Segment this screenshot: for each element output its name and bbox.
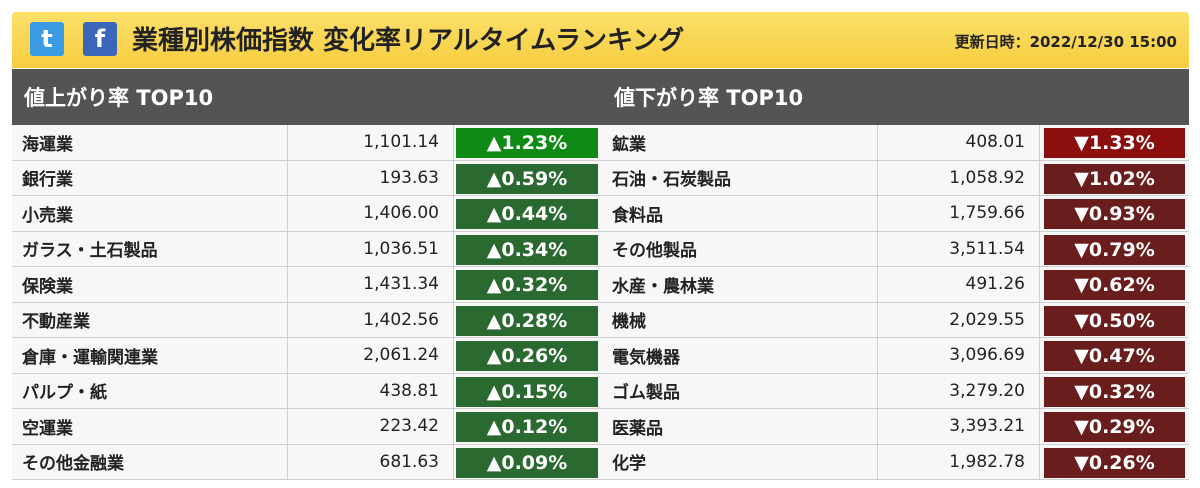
change-badge: ▲0.28% xyxy=(456,305,598,336)
sector-name[interactable]: 海運業 xyxy=(12,125,288,160)
losers-row: ゴム製品 3,279.20 ▼0.32% xyxy=(602,373,1189,409)
index-value: 3,393.21 xyxy=(878,409,1040,444)
losers-title: 値下がり率 TOP10 xyxy=(602,69,1189,125)
index-value: 1,431.34 xyxy=(288,267,454,302)
sector-name[interactable]: 銀行業 xyxy=(12,160,288,195)
gainers-row: 海運業 1,101.14 ▲1.23% xyxy=(12,125,602,161)
gainers-row: 小売業 1,406.00 ▲0.44% xyxy=(12,196,602,232)
losers-panel: 値下がり率 TOP10 鉱業 408.01 ▼1.33% 石油・石炭製品 1,058.9… xyxy=(602,69,1189,480)
change-badge: ▼0.93% xyxy=(1044,199,1185,229)
index-value: 2,029.55 xyxy=(878,302,1040,337)
gainers-panel: 値上がり率 TOP10 海運業 1,101.14 ▲1.23% 銀行業 193.63 ▲0… xyxy=(12,69,602,480)
losers-row: 電気機器 3,096.69 ▼0.47% xyxy=(602,338,1189,374)
index-value: 1,402.56 xyxy=(288,302,454,337)
page-title: 業種別株価指数 変化率リアルタイムランキング xyxy=(132,26,685,56)
change-badge: ▼0.50% xyxy=(1044,305,1185,336)
sector-name[interactable]: 水産・農林業 xyxy=(602,267,878,302)
sector-name[interactable]: その他製品 xyxy=(602,231,878,266)
sector-name[interactable]: 不動産業 xyxy=(12,302,288,337)
change-badge: ▼0.47% xyxy=(1044,341,1185,371)
index-value: 1,406.00 xyxy=(288,196,454,231)
sector-name[interactable]: 石油・石炭製品 xyxy=(602,160,878,195)
gainers-row: 保険業 1,431.34 ▲0.32% xyxy=(12,267,602,303)
change-badge: ▲0.34% xyxy=(456,234,598,265)
sector-name[interactable]: 保険業 xyxy=(12,267,288,302)
index-value: 3,096.69 xyxy=(878,338,1040,373)
gainers-row: 空運業 223.42 ▲0.12% xyxy=(12,409,602,445)
change-badge: ▲0.12% xyxy=(456,412,598,442)
index-value: 491.26 xyxy=(878,267,1040,302)
losers-row: 食料品 1,759.66 ▼0.93% xyxy=(602,196,1189,232)
gainers-row: パルプ・紙 438.81 ▲0.15% xyxy=(12,373,602,409)
change-badge: ▼0.62% xyxy=(1044,270,1185,300)
sector-name[interactable]: ゴム製品 xyxy=(602,373,878,408)
change-badge: ▲0.32% xyxy=(456,270,598,300)
ranking-widget: t f 業種別株価指数 変化率リアルタイムランキング 更新日時：2022/12/… xyxy=(12,12,1189,480)
sector-name[interactable]: 化学 xyxy=(602,444,878,479)
index-value: 2,061.24 xyxy=(288,338,454,373)
sector-name[interactable]: 医薬品 xyxy=(602,409,878,444)
index-value: 1,759.66 xyxy=(878,196,1040,231)
losers-row: 鉱業 408.01 ▼1.33% xyxy=(602,125,1189,161)
change-badge: ▼1.33% xyxy=(1044,128,1185,158)
change-badge: ▲0.26% xyxy=(456,341,598,371)
change-badge: ▼1.02% xyxy=(1044,163,1185,194)
sector-name[interactable]: 電気機器 xyxy=(602,338,878,373)
sector-name[interactable]: 食料品 xyxy=(602,196,878,231)
index-value: 3,511.54 xyxy=(878,231,1040,266)
losers-list: 鉱業 408.01 ▼1.33% 石油・石炭製品 1,058.92 ▼1.02% 食料品 1,… xyxy=(602,125,1189,480)
losers-row: 医薬品 3,393.21 ▼0.29% xyxy=(602,409,1189,445)
change-badge: ▲0.09% xyxy=(456,447,598,478)
change-badge: ▼0.26% xyxy=(1044,447,1185,478)
index-value: 193.63 xyxy=(288,160,454,195)
gainers-row: 銀行業 193.63 ▲0.59% xyxy=(12,160,602,196)
sector-name[interactable]: ガラス・土石製品 xyxy=(12,231,288,266)
sector-name[interactable]: 倉庫・運輸関連業 xyxy=(12,338,288,373)
index-value: 223.42 xyxy=(288,409,454,444)
change-badge: ▲0.59% xyxy=(456,163,598,194)
index-value: 1,101.14 xyxy=(288,125,454,160)
index-value: 3,279.20 xyxy=(878,373,1040,408)
gainers-row: ガラス・土石製品 1,036.51 ▲0.34% xyxy=(12,231,602,267)
index-value: 681.63 xyxy=(288,444,454,479)
sector-name[interactable]: その他金融業 xyxy=(12,444,288,479)
index-value: 408.01 xyxy=(878,125,1040,160)
change-badge: ▼0.79% xyxy=(1044,234,1185,265)
sector-name[interactable]: 小売業 xyxy=(12,196,288,231)
index-value: 438.81 xyxy=(288,373,454,408)
change-badge: ▲1.23% xyxy=(456,128,598,158)
change-badge: ▼0.29% xyxy=(1044,412,1185,442)
index-value: 1,058.92 xyxy=(878,160,1040,195)
losers-row: 機械 2,029.55 ▼0.50% xyxy=(602,302,1189,338)
index-value: 1,982.78 xyxy=(878,444,1040,479)
gainers-row: 倉庫・運輸関連業 2,061.24 ▲0.26% xyxy=(12,338,602,374)
header-bar: t f 業種別株価指数 変化率リアルタイムランキング 更新日時：2022/12/… xyxy=(12,12,1189,68)
losers-row: 石油・石炭製品 1,058.92 ▼1.02% xyxy=(602,160,1189,196)
twitter-icon[interactable]: t xyxy=(30,22,64,56)
gainers-list: 海運業 1,101.14 ▲1.23% 銀行業 193.63 ▲0.59% 小売業 1,406… xyxy=(12,125,602,480)
gainers-row: その他金融業 681.63 ▲0.09% xyxy=(12,444,602,480)
gainers-row: 不動産業 1,402.56 ▲0.28% xyxy=(12,302,602,338)
gainers-title: 値上がり率 TOP10 xyxy=(12,69,602,125)
losers-row: 水産・農林業 491.26 ▼0.62% xyxy=(602,267,1189,303)
sector-name[interactable]: 空運業 xyxy=(12,409,288,444)
index-value: 1,036.51 xyxy=(288,231,454,266)
facebook-icon[interactable]: f xyxy=(83,22,117,56)
sector-name[interactable]: 機械 xyxy=(602,302,878,337)
losers-row: 化学 1,982.78 ▼0.26% xyxy=(602,444,1189,480)
sector-name[interactable]: 鉱業 xyxy=(602,125,878,160)
change-badge: ▲0.44% xyxy=(456,199,598,229)
change-badge: ▲0.15% xyxy=(456,376,598,407)
updated-timestamp: 更新日時：2022/12/30 15:00 xyxy=(954,33,1177,51)
change-badge: ▼0.32% xyxy=(1044,376,1185,407)
losers-row: その他製品 3,511.54 ▼0.79% xyxy=(602,231,1189,267)
sector-name[interactable]: パルプ・紙 xyxy=(12,373,288,408)
